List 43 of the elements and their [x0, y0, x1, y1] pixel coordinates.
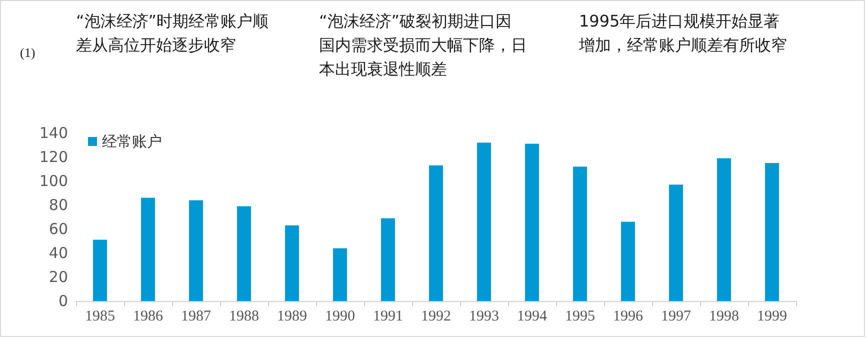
- bar: [285, 225, 299, 301]
- y-tick-label: 0: [58, 292, 68, 310]
- y-tick-label: 80: [48, 196, 68, 214]
- x-tick-label: 1998: [709, 308, 739, 324]
- bar: [717, 158, 731, 301]
- text: 1995年后进口规模开始显著增加，经常账户顺差有所收窄: [578, 12, 787, 54]
- x-tick-label: 1990: [325, 308, 355, 324]
- bar: [621, 222, 635, 301]
- bar: [381, 218, 395, 301]
- x-tick-label: 1988: [229, 308, 259, 324]
- legend-label: 经常账户: [102, 132, 162, 150]
- text: “泡沫经济”时期经常账户顺差从高位开始逐步收窄: [76, 12, 269, 54]
- bar: [93, 240, 107, 301]
- bar: [525, 144, 539, 301]
- y-tick-label: 40: [48, 244, 68, 262]
- y-tick-label: 100: [39, 172, 68, 190]
- x-tick-label: 1985: [85, 308, 115, 324]
- x-tick-label: 1994: [517, 308, 548, 324]
- x-tick-label: 1993: [469, 308, 499, 324]
- x-tick-label: 1999: [757, 308, 787, 324]
- x-tick-label: 1986: [133, 308, 164, 324]
- x-tick-label: 1992: [421, 308, 451, 324]
- x-tick-label: 1987: [181, 308, 212, 324]
- bar: [333, 248, 347, 301]
- y-tick-label: 140: [39, 124, 68, 142]
- x-tick-label: 1991: [373, 308, 403, 324]
- x-tick-label: 1995: [565, 308, 595, 324]
- y-tick-label: 20: [48, 268, 68, 286]
- bar: [141, 198, 155, 301]
- bar: [765, 163, 779, 301]
- x-tick-label: 1989: [277, 308, 307, 324]
- chart-title: (1): [20, 45, 36, 60]
- bar: [189, 200, 203, 301]
- bar: [429, 165, 443, 301]
- bar: [573, 166, 587, 301]
- y-tick-label: 60: [48, 220, 68, 238]
- x-tick-label: 1997: [661, 308, 692, 324]
- bar: [669, 184, 683, 301]
- x-tick-label: 1996: [613, 308, 644, 324]
- bar: [477, 142, 491, 301]
- text: “泡沫经济”破裂初期进口因国内需求受损而大幅下降，日本出现衰退性顺差: [319, 12, 527, 78]
- y-tick-label: 120: [39, 148, 68, 166]
- bar: [237, 206, 251, 301]
